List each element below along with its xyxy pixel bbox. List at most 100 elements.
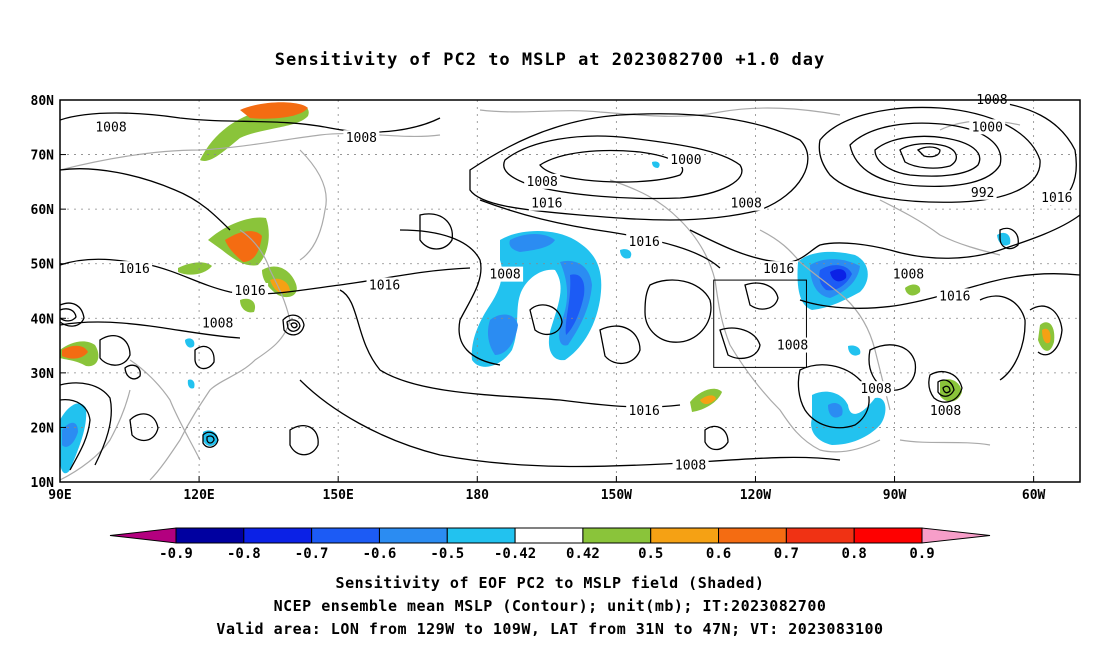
longitude-labels: 90E 120E 150E 180 150W 120W 90W 60W — [48, 476, 1046, 503]
lon-label: 120E — [183, 488, 214, 503]
contour-label-bg — [858, 381, 894, 397]
colorbar-swatch — [718, 527, 787, 544]
colorbar-swatch — [514, 527, 584, 544]
contour-label: 1008 — [893, 268, 924, 283]
contour-label-bg — [968, 184, 997, 200]
contour-label-bg — [890, 266, 927, 282]
colorbar-swatch — [853, 527, 923, 544]
contour-label: 992 — [971, 186, 994, 201]
colorbar-min-triangle — [109, 527, 177, 544]
contour-label: 1016 — [119, 262, 150, 277]
contour-label: 1016 — [531, 197, 562, 212]
contour-label: 1008 — [930, 404, 961, 419]
contour-label: 1008 — [675, 459, 706, 474]
contour-label-bg — [774, 337, 811, 353]
contour-label-bg — [232, 283, 269, 298]
colorbar-tick-label: 0.7 — [774, 546, 799, 562]
colorbar-tick-label: 0.8 — [842, 546, 867, 562]
colorbar-tick-label: -0.42 — [494, 546, 536, 562]
lon-label: 60W — [1022, 488, 1046, 503]
colorbar-swatch — [446, 527, 516, 544]
lat-label: 80N — [31, 94, 55, 109]
lon-label: 90E — [48, 488, 71, 503]
contour-label-bg — [528, 195, 565, 211]
contour-label-bg — [1038, 190, 1075, 206]
contour-label: 1000 — [972, 120, 1003, 135]
lon-label: 120W — [740, 488, 771, 503]
colorbar-swatch — [785, 527, 855, 544]
contour-labels: 1008 1008 1000 1008 1016 1008 1016 1008 1016 1016… — [93, 92, 1075, 474]
contour-label-bg — [936, 288, 973, 304]
colorbar-max-triangle — [921, 527, 991, 544]
contour-label-bg — [116, 261, 153, 277]
latitude-labels: 80N 70N 60N 50N 40N 30N 20N 10N — [31, 94, 66, 491]
lat-label: 20N — [31, 421, 55, 436]
colorbar-tick-label: 0.9 — [909, 546, 934, 562]
lat-label: 60N — [31, 203, 55, 218]
contour-label-bg — [760, 261, 797, 277]
contour-label: 1008 — [95, 120, 126, 135]
contour-label-bg — [672, 457, 709, 473]
colorbar-tick-label: -0.7 — [295, 546, 329, 562]
contour-label: 1016 — [629, 404, 660, 419]
contour-label-bg — [626, 403, 663, 419]
contour-label: 1008 — [202, 317, 233, 332]
contour-label-bg — [969, 119, 1006, 135]
colorbar-swatch — [582, 527, 652, 544]
colorbar-swatch — [650, 527, 720, 544]
contour-label-bg — [728, 195, 765, 211]
contour-label: 1008 — [527, 175, 558, 190]
contour-label-bg — [927, 403, 964, 419]
caption-shading: Sensitivity of EOF PC2 to MSLP field (Sh… — [335, 574, 765, 592]
colorbar-tick-label: -0.8 — [227, 546, 261, 562]
map-title: Sensitivity of PC2 to MSLP at 2023082700… — [274, 50, 826, 70]
colorbar: -0.9 -0.8 -0.7 -0.6 -0.5 -0.42 0.42 0.5 0.6 0.7 0.… — [109, 527, 991, 562]
contour-label: 1000 — [670, 153, 701, 168]
contour-label-bg — [524, 173, 561, 189]
lon-label: 90W — [883, 488, 907, 503]
caption-valid-area: Valid area: LON from 129W to 109W, LAT f… — [216, 620, 884, 638]
contour-label-bg — [366, 277, 403, 293]
contour-label-bg — [487, 266, 524, 282]
contour-label: 1008 — [489, 268, 520, 283]
colorbar-swatch — [243, 527, 313, 544]
caption-contour: NCEP ensemble mean MSLP (Contour); unit(… — [273, 597, 827, 615]
colorbar-tick-label: 0.5 — [638, 546, 663, 562]
contour-label: 1008 — [777, 339, 808, 354]
colorbar-swatch — [311, 527, 380, 544]
lat-label: 50N — [31, 258, 55, 273]
sensitivity-shading — [60, 102, 1055, 474]
contour-label-bg — [93, 119, 129, 135]
contour-label-bg — [626, 233, 663, 249]
valid-area-box — [713, 279, 807, 368]
contour-label: 1008 — [860, 382, 891, 397]
contour-label: 1016 — [763, 262, 794, 277]
colorbar-tick-label: -0.6 — [363, 546, 397, 562]
lat-label: 40N — [31, 312, 55, 327]
colorbar-swatch — [175, 527, 245, 544]
lat-label: 30N — [31, 367, 55, 382]
coastline — [60, 107, 1021, 481]
lon-label: 150W — [601, 488, 632, 503]
lon-label: 150E — [323, 488, 354, 503]
contour-label: 1016 — [939, 289, 970, 304]
contour-label: 1016 — [369, 279, 400, 294]
contour-label-bg — [667, 152, 704, 168]
contour-label-bg — [199, 315, 236, 331]
contour-label: 1016 — [1041, 191, 1072, 206]
colorbar-tick-label: -0.9 — [159, 546, 193, 562]
colorbar-swatch — [378, 527, 448, 544]
lat-label: 10N — [31, 476, 55, 491]
colorbar-tick-label: 0.42 — [566, 546, 600, 562]
colorbar-tick-label: 0.6 — [706, 546, 731, 562]
contour-label-bg — [343, 130, 380, 146]
lon-label: 180 — [466, 488, 490, 503]
lat-label: 70N — [31, 149, 55, 164]
contour-label: 1008 — [346, 131, 377, 146]
contour-label: 1016 — [234, 284, 265, 299]
contour-label: 1008 — [731, 197, 762, 212]
contour-label: 1016 — [629, 235, 660, 250]
colorbar-tick-label: -0.5 — [430, 546, 464, 562]
plot-frame — [59, 99, 1081, 483]
